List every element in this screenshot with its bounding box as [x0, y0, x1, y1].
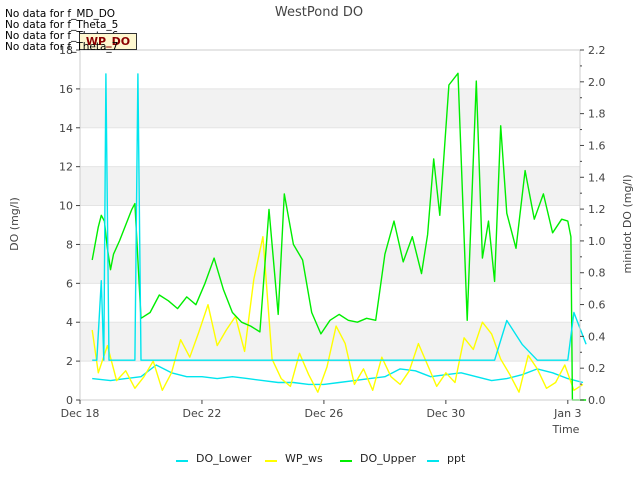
y2-axis-label: minidot DO (mg/l) — [621, 175, 634, 274]
x-tick-label: Jan 3 — [553, 407, 581, 420]
y2-tick-label: 2.0 — [588, 76, 606, 89]
y-axis-label: DO (mg/l) — [8, 197, 21, 251]
nodata-message: No data for f_MD_DO — [5, 8, 116, 20]
x-tick-label: Dec 22 — [183, 407, 222, 420]
nodata-message: No data for f_Theta_6 — [5, 30, 119, 42]
chart-title: WestPond DO — [275, 5, 363, 20]
y-tick-label: 10 — [59, 200, 73, 213]
y-tick-label: 2 — [66, 355, 73, 368]
series-line-do-lower — [92, 364, 584, 386]
x-tick-label: Dec 18 — [61, 407, 100, 420]
y-tick-label: 18 — [59, 44, 73, 57]
x-tick-label: Dec 26 — [305, 407, 344, 420]
legend-swatch-do-upper — [340, 460, 352, 462]
y-tick-label: 14 — [59, 122, 73, 135]
series-line-do-upper — [91, 72, 587, 401]
y2-tick-label: 2.2 — [588, 44, 606, 57]
background-band — [80, 244, 580, 284]
y2-tick-label: 0.4 — [588, 330, 606, 343]
y-tick-label: 4 — [66, 316, 73, 329]
nodata-message: No data for f_Theta_7 — [5, 41, 119, 53]
y-tick-label: 0 — [66, 394, 73, 407]
y2-tick-label: 0.2 — [588, 362, 606, 375]
legend-label-ppt: ppt — [447, 452, 466, 465]
legend-label-do-lower: DO_Lower — [196, 452, 252, 465]
legend-label-wp-ws: WP_ws — [285, 452, 323, 465]
y2-tick-label: 1.8 — [588, 108, 606, 121]
y-tick-label: 6 — [66, 277, 73, 290]
y-tick-label: 12 — [59, 161, 73, 174]
y2-tick-label: 1.2 — [588, 203, 606, 216]
legend: DO_Lower WP_ws DO_Upper ppt — [0, 452, 640, 470]
y-tick-label: 16 — [59, 83, 73, 96]
y-tick-label: 8 — [66, 238, 73, 251]
series-line-ppt — [92, 73, 587, 361]
background-band — [80, 88, 580, 128]
series-line-wp-ws — [91, 235, 584, 393]
legend-swatch-wp-ws — [265, 460, 277, 462]
y2-tick-label: 0.6 — [588, 299, 606, 312]
y2-tick-label: 0.8 — [588, 267, 606, 280]
x-axis-label: Time — [552, 423, 580, 436]
nodata-message: No data for f_Theta_5 — [5, 19, 119, 31]
legend-swatch-ppt — [427, 460, 439, 462]
wp-do-label-box: WP_DO — [79, 33, 137, 50]
background-band — [80, 166, 580, 206]
y2-tick-label: 1.6 — [588, 139, 606, 152]
legend-swatch-do-lower — [176, 460, 188, 462]
y2-tick-label: 1.0 — [588, 235, 606, 248]
x-tick-label: Dec 30 — [426, 407, 465, 420]
y2-tick-label: 1.4 — [588, 171, 606, 184]
y2-tick-label: 0.0 — [588, 394, 606, 407]
legend-label-do-upper: DO_Upper — [360, 452, 416, 465]
